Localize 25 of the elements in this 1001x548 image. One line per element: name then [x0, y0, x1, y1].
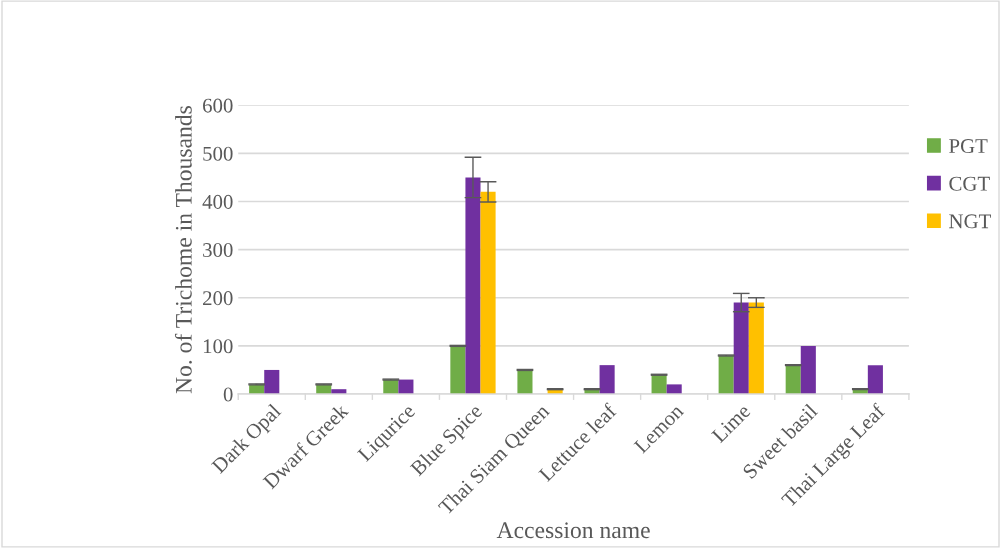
bar [599, 365, 615, 395]
y-tick-label: 600 [203, 98, 233, 113]
bar [800, 345, 816, 395]
bar [666, 384, 682, 395]
bar [465, 177, 481, 395]
bar [718, 355, 734, 395]
bar [785, 365, 801, 395]
bar [480, 191, 496, 395]
y-tick-label: 0 [223, 387, 233, 402]
x-axis-title: Accession name [496, 522, 650, 539]
legend-label: NGT [949, 214, 991, 229]
bar [733, 302, 749, 395]
bar [450, 345, 466, 395]
bar [517, 369, 533, 395]
bar [867, 365, 883, 395]
y-tick-label: 100 [203, 339, 233, 354]
y-tick-label: 300 [203, 242, 233, 258]
y-tick-label: 200 [203, 291, 233, 306]
y-tick-label: 400 [202, 194, 233, 209]
legend-label: PGT [949, 139, 988, 154]
bar [748, 302, 764, 395]
y-tick-label: 500 [203, 146, 233, 161]
y-axis-title: No. of Trichome in Thousands [174, 106, 192, 394]
bar [264, 369, 280, 395]
legend-label: CGT [949, 176, 990, 191]
